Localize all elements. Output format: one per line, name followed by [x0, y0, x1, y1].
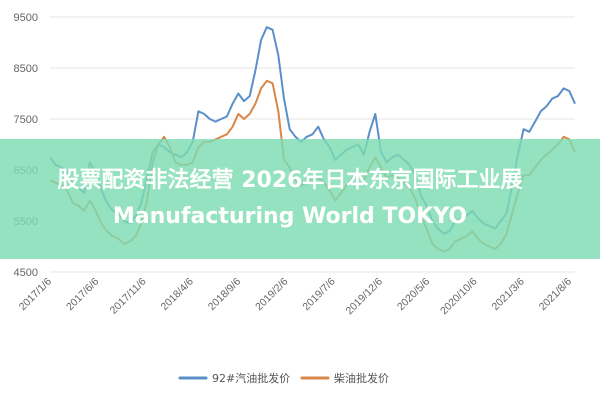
x-tick-label: 2021/3/6: [489, 276, 526, 313]
legend-label: 柴油批发价: [334, 371, 389, 385]
y-tick-label: 7500: [14, 114, 38, 126]
x-tick-label: 2021/8/6: [537, 276, 574, 313]
y-tick-label: 8500: [14, 63, 38, 75]
x-tick-label: 2020/10/6: [438, 276, 480, 318]
x-tick-label: 2018/9/6: [206, 276, 243, 313]
legend-label: 92#汽油批发价: [212, 371, 290, 385]
x-tick-label: 2020/5/6: [395, 276, 432, 313]
x-tick-label: 2017/1/6: [17, 276, 54, 313]
x-axis-ticks: 2017/1/6 2017/6/6 2017/11/6 2018/4/6 2018/9/…: [17, 276, 574, 318]
x-tick-label: 2019/2/6: [253, 276, 290, 313]
x-tick-label: 2019/12/6: [344, 276, 386, 318]
x-tick-label: 2017/6/6: [64, 276, 101, 313]
banner-overlay: 股票配资非法经营 2026年日本东京国际工业展 Manufacturing Wo…: [0, 139, 600, 259]
x-tick-label: 2019/7/6: [300, 276, 337, 313]
y-tick-label: 4500: [14, 267, 38, 279]
banner-text: 股票配资非法经营 2026年日本东京国际工业展 Manufacturing Wo…: [57, 168, 523, 229]
x-tick-label: 2017/11/6: [108, 276, 149, 317]
y-tick-label: 9500: [14, 12, 38, 24]
x-tick-label: 2018/4/6: [159, 276, 196, 313]
chart-legend: 92#汽油批发价 柴油批发价: [178, 371, 389, 385]
